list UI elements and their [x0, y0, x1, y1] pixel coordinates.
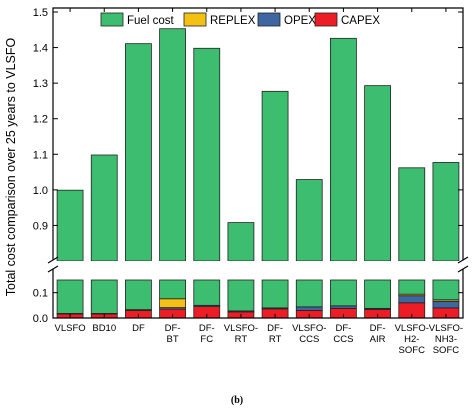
y-tick-label-upper-2: 1.1: [33, 149, 48, 161]
y-tick-label-upper-5: 1.4: [33, 43, 48, 55]
y-tick-label-upper-3: 1.2: [33, 114, 48, 126]
bar-fuel-cost-9-part2: [330, 37, 357, 262]
legend-swatch-fuel-cost: [100, 12, 124, 27]
x-tick-label-line: DF-: [370, 323, 386, 334]
legend-swatch-replex: [183, 12, 207, 27]
bar-fuel-cost-10-part2: [364, 85, 391, 262]
plot-frame-upper: [52, 7, 464, 260]
bar-fuel-cost-10-part1: [364, 279, 391, 309]
bar-fuel-cost-3-part1: [125, 279, 152, 311]
y-tick-label-upper-0: 0.9: [33, 220, 48, 232]
x-tick-label-line: SOFC: [433, 345, 460, 356]
bar-fuel-cost-6-part1: [227, 279, 255, 312]
x-tick-label-2: BD10: [92, 323, 116, 334]
bar-fuel-cost-1-part1: [56, 279, 84, 314]
bar-fuel-cost-12-part1: [432, 279, 460, 301]
bar-fuel-cost-4-part2: [159, 28, 186, 262]
legend-label-replex: REPLEX: [210, 15, 256, 27]
bar-replex-4: [159, 298, 186, 309]
bar-fuel-cost-11-part2: [398, 167, 426, 262]
bar-opex-12: [432, 300, 460, 309]
axis-break-mark-left-bottom: [47, 265, 59, 273]
x-tick-label-line: CCS: [299, 334, 319, 345]
x-tick-label-line: CCS: [333, 334, 353, 345]
bar-fuel-cost-5-part1: [193, 279, 221, 306]
legend: Fuel cost REPLEX OPEX CAPEX: [100, 12, 380, 27]
bar-fuel-cost-11-part1: [398, 279, 426, 295]
x-tick-label-line: NH3-: [435, 334, 457, 345]
legend-label-capex: CAPEX: [341, 15, 380, 27]
bar-fuel-cost-6-part2: [227, 222, 255, 262]
bar-fuel-cost-9-part1: [330, 279, 357, 307]
y-tick-label-lower-0: 0.0: [33, 313, 48, 325]
x-tick-label-line: DF-: [199, 323, 215, 334]
x-tick-label-12: VLSFO-NH3-SOFC: [429, 323, 463, 356]
x-tick-label-line: DF-: [165, 323, 181, 334]
bar-fuel-cost-5-part2: [193, 47, 221, 262]
axis-break-mark-right-top: [457, 256, 469, 264]
legend-swatch-capex: [314, 12, 338, 27]
x-tick-label-line: VLSFO-: [292, 323, 326, 334]
x-tick-label-line: VLSFO-: [395, 323, 429, 334]
x-tick-label-line: AIR: [370, 334, 386, 345]
axes-layer: [47, 7, 469, 319]
axis-break-mark-right-bottom: [457, 265, 469, 273]
y-tick-label-upper-1: 1.0: [33, 185, 48, 197]
x-tick-label-7: DF-RT: [267, 323, 283, 345]
x-tick-label-line: DF: [132, 323, 145, 334]
x-tick-label-line: H2-: [404, 334, 419, 345]
bar-fuel-cost-8-part1: [295, 279, 323, 308]
bar-fuel-cost-8-part2: [295, 179, 323, 262]
bar-fuel-cost-2-part2: [90, 154, 118, 262]
x-tick-label-1: VLSFO: [55, 323, 86, 334]
x-tick-label-11: VLSFO-H2-SOFC: [395, 323, 429, 356]
bar-fuel-cost-7-part1: [261, 279, 289, 309]
bar-fuel-cost-4-part1: [159, 279, 186, 300]
bars-layer: [56, 28, 460, 319]
y-axis-title: Total cost comparison over 25 years to V…: [4, 38, 18, 297]
x-tick-label-10: DF-AIR: [370, 323, 386, 345]
legend-label-fuel-cost: Fuel cost: [127, 15, 174, 27]
labels-layer: VLSFO BD10 DF DF-BTDF-FCVLSFO-RTDF-RTVLSFO-…: [4, 7, 463, 406]
x-tick-label-9: DF-CCS: [333, 323, 353, 345]
x-tick-label-line: VLSFO: [55, 323, 86, 334]
y-tick-label-upper-6: 1.5: [33, 7, 48, 19]
axis-break-mark-left-top: [47, 256, 59, 264]
x-tick-label-8: VLSFO-CCS: [292, 323, 326, 345]
x-tick-label-6: VLSFO-RT: [224, 323, 258, 345]
x-tick-label-line: RT: [235, 334, 248, 345]
x-tick-label-line: DF-: [336, 323, 352, 334]
axis-break-gap: [47, 261, 469, 268]
bar-opex-11: [398, 295, 426, 304]
bar-fuel-cost-1-part2: [56, 189, 84, 262]
x-tick-label-4: DF-BT: [165, 323, 181, 345]
bar-fuel-cost-12-part2: [432, 162, 460, 262]
x-tick-label-line: BD10: [92, 323, 116, 334]
x-tick-label-line: BT: [167, 334, 179, 345]
x-tick-label-line: VLSFO-: [224, 323, 258, 334]
x-tick-label-line: VLSFO-: [429, 323, 463, 334]
x-tick-label-line: FC: [200, 334, 213, 345]
plot-frame-lower: [52, 269, 464, 319]
x-tick-label-5: DF-FC: [199, 323, 215, 345]
x-tick-label-line: SOFC: [399, 345, 426, 356]
y-tick-label-lower-1: 0.1: [33, 288, 48, 300]
bar-opex-8: [295, 306, 323, 311]
x-tick-label-line: RT: [269, 334, 282, 345]
y-tick-label-upper-4: 1.3: [33, 78, 48, 90]
figure-caption: (b): [231, 395, 243, 406]
bar-fuel-cost-7-part2: [261, 90, 289, 262]
legend-swatch-opex: [257, 12, 281, 27]
legend-label-opex: OPEX: [284, 15, 316, 27]
bar-fuel-cost-3-part2: [125, 43, 152, 262]
x-tick-label-3: DF: [132, 323, 145, 334]
x-tick-label-line: DF-: [267, 323, 283, 334]
bar-fuel-cost-2-part1: [90, 279, 118, 314]
